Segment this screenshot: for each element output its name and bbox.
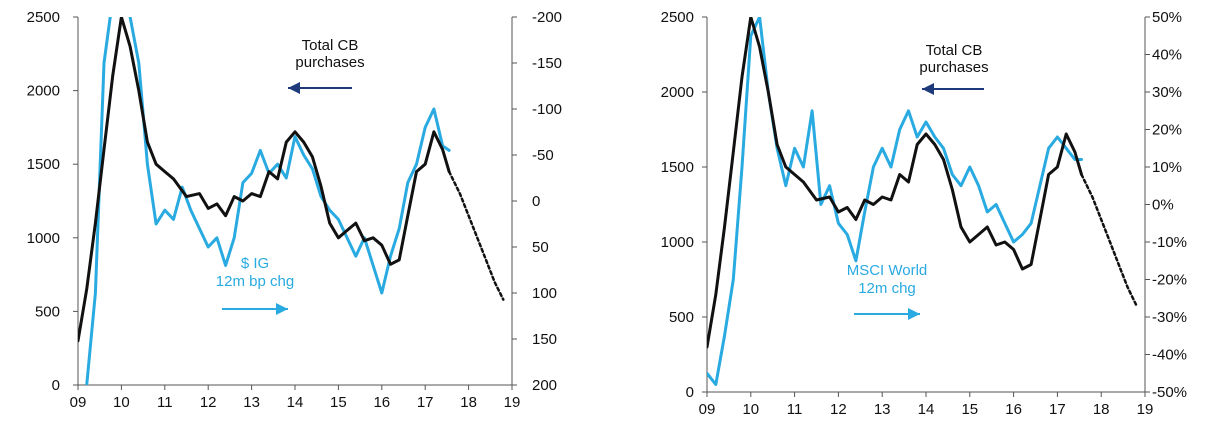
x-axis-tick-label: 09 [70,394,87,411]
x-axis-tick-label: 13 [243,394,260,411]
x-axis-tick-label: 15 [961,401,978,418]
left-axis-tick-label: 0 [686,384,694,401]
x-axis-tick-label: 10 [113,394,130,411]
right-axis-tick-label: 0% [1152,197,1174,214]
right-axis-tick-label: 150 [532,331,557,348]
right-axis-tick-label: 20% [1152,122,1182,139]
cb-purchases-projection-line [1080,173,1138,307]
left-axis-tick-label: 500 [669,309,694,326]
left-axis-tick-label: 1000 [661,234,694,251]
left-axis-tick-label: 2000 [27,83,60,100]
x-axis-tick-label: 09 [699,401,716,418]
cb-purchases-projection-line [447,170,505,301]
right-axis-tick-label: 200 [532,377,557,394]
right-axis-tick-label: -50 [532,147,554,164]
x-axis-tick-label: 18 [1093,401,1110,418]
x-axis-tick-label: 14 [918,401,935,418]
right-axis-tick-label: -150 [532,55,562,72]
plot-area [78,17,505,385]
cb-annotation: Total CB purchases [919,42,988,76]
left-axis-tick-label: 0 [52,377,60,394]
x-axis-tick-label: 11 [787,401,803,418]
right-axis-tick-label: -100 [532,101,562,118]
x-axis-tick-label: 10 [742,401,759,418]
right-axis-tick-label: 10% [1152,159,1182,176]
cb-purchases-line [707,17,1083,349]
x-axis-tick-label: 14 [287,394,304,411]
right-axis-tick-label: 50% [1152,9,1182,26]
x-axis-tick-label: 12 [830,401,847,418]
x-axis-tick-label: 12 [200,394,217,411]
left-axis-tick-label: 2500 [661,9,694,26]
chart-cb-vs-ig-spreads: 2500 2000 1500 1000 500 0 -200 -150 -100 -50 0 50 10… [27,9,562,411]
x-axis-tick-label: 17 [1049,401,1066,418]
x-axis-tick-label: 16 [1005,401,1022,418]
right-axis-tick-label: -50% [1152,384,1187,401]
overlay-annotation: $ IG 12m bp chg [216,255,294,290]
left-axis-tick-label: 1500 [27,156,60,173]
left-axis-tick-label: 2500 [27,9,60,26]
left-axis-tick-label: 1000 [27,230,60,247]
x-axis-tick-label: 17 [417,394,434,411]
x-axis-tick-label: 19 [504,394,521,411]
x-axis-tick-label: 16 [373,394,390,411]
left-axis-tick-label: 1500 [661,159,694,176]
x-axis-tick-label: 19 [1137,401,1154,418]
right-axis-tick-label: -200 [532,9,562,26]
x-axis-tick-label: 11 [157,394,173,411]
right-axis-tick-label: -30% [1152,309,1187,326]
chart-cb-vs-msci-world: 2500 2000 1500 1000 500 0 50% 40% 30% 20% 10% 0% -10… [661,9,1187,418]
x-axis-tick-label: 13 [874,401,891,418]
cb-purchases-line [78,17,451,343]
right-axis-tick-label: 100 [532,285,557,302]
right-axis-tick-label: -10% [1152,234,1187,251]
right-axis-tick-label: 50 [532,239,549,256]
plot-area [707,17,1138,386]
cb-annotation: Total CB purchases [295,37,364,71]
right-axis-tick-label: -40% [1152,347,1187,364]
x-axis-tick-label: 18 [460,394,477,411]
left-axis-tick-label: 2000 [661,84,694,101]
overlay-annotation: MSCI World 12m chg [847,262,928,297]
overlay-series-line [85,17,451,385]
right-axis-tick-label: -20% [1152,272,1187,289]
x-axis-tick-label: 15 [330,394,347,411]
right-axis-tick-label: 30% [1152,84,1182,101]
right-axis-tick-label: 40% [1152,47,1182,64]
right-axis-tick-label: 0 [532,193,540,210]
left-axis-tick-label: 500 [35,303,60,320]
